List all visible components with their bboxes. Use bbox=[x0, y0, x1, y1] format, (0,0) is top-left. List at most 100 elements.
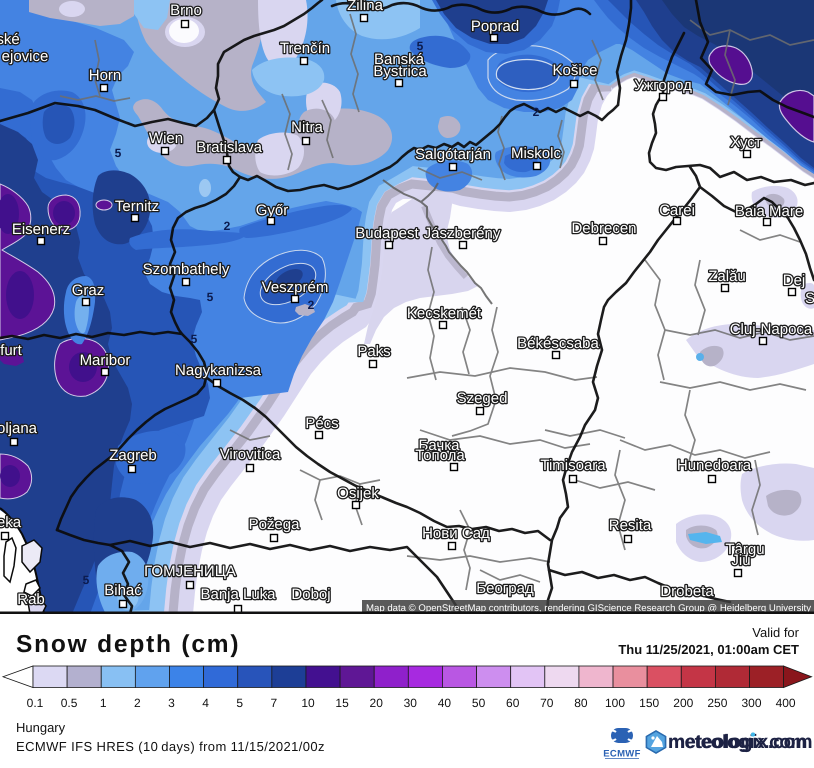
svg-text:2: 2 bbox=[134, 696, 141, 710]
svg-text:Békéscsaba: Békéscsaba bbox=[517, 335, 599, 352]
svg-text:60: 60 bbox=[506, 696, 520, 710]
svg-text:furt: furt bbox=[0, 342, 23, 359]
svg-text:20: 20 bbox=[370, 696, 384, 710]
svg-text:ECMWF: ECMWF bbox=[603, 749, 640, 760]
svg-text:Thu 11/25/2021, 01:00am CET: Thu 11/25/2021, 01:00am CET bbox=[618, 642, 799, 657]
svg-text:Szeged: Szeged bbox=[457, 390, 508, 407]
svg-text:5: 5 bbox=[207, 290, 214, 304]
svg-text:Timisoara: Timisoara bbox=[540, 457, 606, 474]
svg-text:250: 250 bbox=[707, 696, 727, 710]
svg-text:ECMWF IFS HRES (10 days) from: ECMWF IFS HRES (10 days) from 11/15/2021… bbox=[16, 739, 325, 754]
svg-text:Debrecen: Debrecen bbox=[571, 220, 636, 237]
svg-text:Pécs: Pécs bbox=[305, 415, 338, 432]
svg-text:Hunedoara: Hunedoara bbox=[677, 457, 752, 474]
svg-text:Brno: Brno bbox=[170, 2, 202, 19]
svg-text:Doboj: Doboj bbox=[291, 586, 330, 603]
svg-text:Košice: Košice bbox=[552, 62, 597, 79]
svg-text:Wien: Wien bbox=[149, 130, 183, 147]
svg-text:Нови Сад: Нови Сад bbox=[422, 525, 490, 542]
svg-text:Poprad: Poprad bbox=[471, 18, 519, 35]
svg-text:Bihać: Bihać bbox=[104, 582, 142, 599]
svg-text:Trenčín: Trenčín bbox=[280, 40, 330, 57]
svg-text:80: 80 bbox=[574, 696, 588, 710]
svg-text:Bystrica: Bystrica bbox=[373, 63, 427, 80]
svg-text:S: S bbox=[805, 290, 814, 307]
svg-text:Zagreb: Zagreb bbox=[109, 447, 157, 464]
svg-text:Nitra: Nitra bbox=[291, 119, 323, 136]
svg-text:Ужгород: Ужгород bbox=[634, 77, 692, 94]
svg-text:70: 70 bbox=[540, 696, 554, 710]
svg-text:2: 2 bbox=[224, 219, 231, 233]
svg-text:Győr: Győr bbox=[256, 202, 289, 219]
svg-text:Salgótarján: Salgótarján bbox=[415, 146, 491, 163]
svg-text:Eisenerz: Eisenerz bbox=[12, 221, 70, 238]
svg-text:0.1: 0.1 bbox=[27, 696, 44, 710]
svg-text:Drobeta: Drobeta bbox=[660, 583, 714, 600]
svg-text:Carei: Carei bbox=[659, 202, 695, 219]
svg-text:ejovice: ejovice bbox=[2, 48, 49, 65]
svg-text:Požega: Požega bbox=[249, 516, 301, 533]
svg-text:4: 4 bbox=[202, 696, 209, 710]
svg-text:5: 5 bbox=[83, 573, 90, 587]
svg-text:40: 40 bbox=[438, 696, 452, 710]
svg-text:Топола: Топола bbox=[415, 447, 465, 464]
svg-text:Београд: Београд bbox=[476, 580, 534, 597]
svg-text:2: 2 bbox=[533, 105, 540, 119]
svg-text:15: 15 bbox=[335, 696, 349, 710]
svg-text:Jiu: Jiu bbox=[731, 552, 750, 569]
svg-text:7: 7 bbox=[270, 696, 277, 710]
svg-text:Veszprém: Veszprém bbox=[262, 279, 329, 296]
svg-text:oljana: oljana bbox=[0, 420, 38, 437]
svg-text:Zalău: Zalău bbox=[708, 268, 746, 285]
svg-text:Ternitz: Ternitz bbox=[115, 198, 159, 215]
svg-text:1: 1 bbox=[100, 696, 107, 710]
svg-text:Baia Mare: Baia Mare bbox=[735, 203, 803, 220]
svg-text:Nagykanizsa: Nagykanizsa bbox=[175, 362, 262, 379]
svg-text:Žilina: Žilina bbox=[347, 0, 384, 14]
svg-text:2: 2 bbox=[308, 298, 315, 312]
svg-text:100: 100 bbox=[605, 696, 625, 710]
svg-text:Rab: Rab bbox=[17, 591, 45, 608]
svg-text:Budapest: Budapest bbox=[355, 225, 419, 242]
svg-text:Târgu: Târgu bbox=[725, 541, 764, 558]
svg-text:Szombathely: Szombathely bbox=[143, 261, 230, 278]
svg-text:Valid for: Valid for bbox=[752, 625, 799, 640]
svg-text:10: 10 bbox=[301, 696, 315, 710]
svg-text:Paks: Paks bbox=[357, 343, 390, 360]
svg-text:Dej: Dej bbox=[783, 272, 806, 289]
svg-text:Virovitica: Virovitica bbox=[220, 446, 281, 463]
svg-text:meteologix.com: meteologix.com bbox=[668, 731, 812, 753]
svg-text:Osijek: Osijek bbox=[337, 485, 379, 502]
svg-text:meteologix.com: meteologix.com bbox=[668, 732, 807, 753]
svg-text:Хуст: Хуст bbox=[730, 134, 762, 151]
svg-text:150: 150 bbox=[639, 696, 659, 710]
svg-text:Miskolc: Miskolc bbox=[511, 145, 562, 162]
svg-text:Banja Luka: Banja Luka bbox=[200, 586, 276, 603]
svg-text:5: 5 bbox=[417, 39, 424, 53]
svg-text:0.5: 0.5 bbox=[61, 696, 78, 710]
svg-text:Bratislava: Bratislava bbox=[196, 139, 263, 156]
svg-text:Maribor: Maribor bbox=[80, 352, 131, 369]
svg-text:50: 50 bbox=[472, 696, 486, 710]
svg-text:30: 30 bbox=[404, 696, 418, 710]
svg-text:ské: ské bbox=[0, 31, 20, 48]
svg-text:eka: eka bbox=[0, 514, 22, 531]
svg-text:Hungary: Hungary bbox=[16, 720, 66, 735]
svg-text:200: 200 bbox=[673, 696, 693, 710]
svg-text:Kecskemét: Kecskemét bbox=[407, 305, 482, 322]
svg-text:Resita: Resita bbox=[609, 517, 652, 534]
svg-text:Snow depth (cm): Snow depth (cm) bbox=[16, 631, 240, 658]
svg-text:Jászberény: Jászberény bbox=[424, 225, 501, 242]
svg-text:300: 300 bbox=[741, 696, 761, 710]
svg-text:5: 5 bbox=[236, 696, 243, 710]
svg-text:5: 5 bbox=[191, 332, 198, 346]
svg-text:Graz: Graz bbox=[72, 282, 105, 299]
svg-text:400: 400 bbox=[776, 696, 796, 710]
svg-text:5: 5 bbox=[115, 146, 122, 160]
svg-text:ГОМЈЕНИЦА: ГОМЈЕНИЦА bbox=[144, 563, 236, 580]
svg-text:3: 3 bbox=[168, 696, 175, 710]
svg-text:Бачка: Бачка bbox=[419, 437, 461, 454]
svg-text:Cluj-Napoca: Cluj-Napoca bbox=[730, 321, 813, 338]
svg-text:Banská: Banská bbox=[374, 51, 425, 68]
svg-text:Horn: Horn bbox=[89, 67, 122, 84]
